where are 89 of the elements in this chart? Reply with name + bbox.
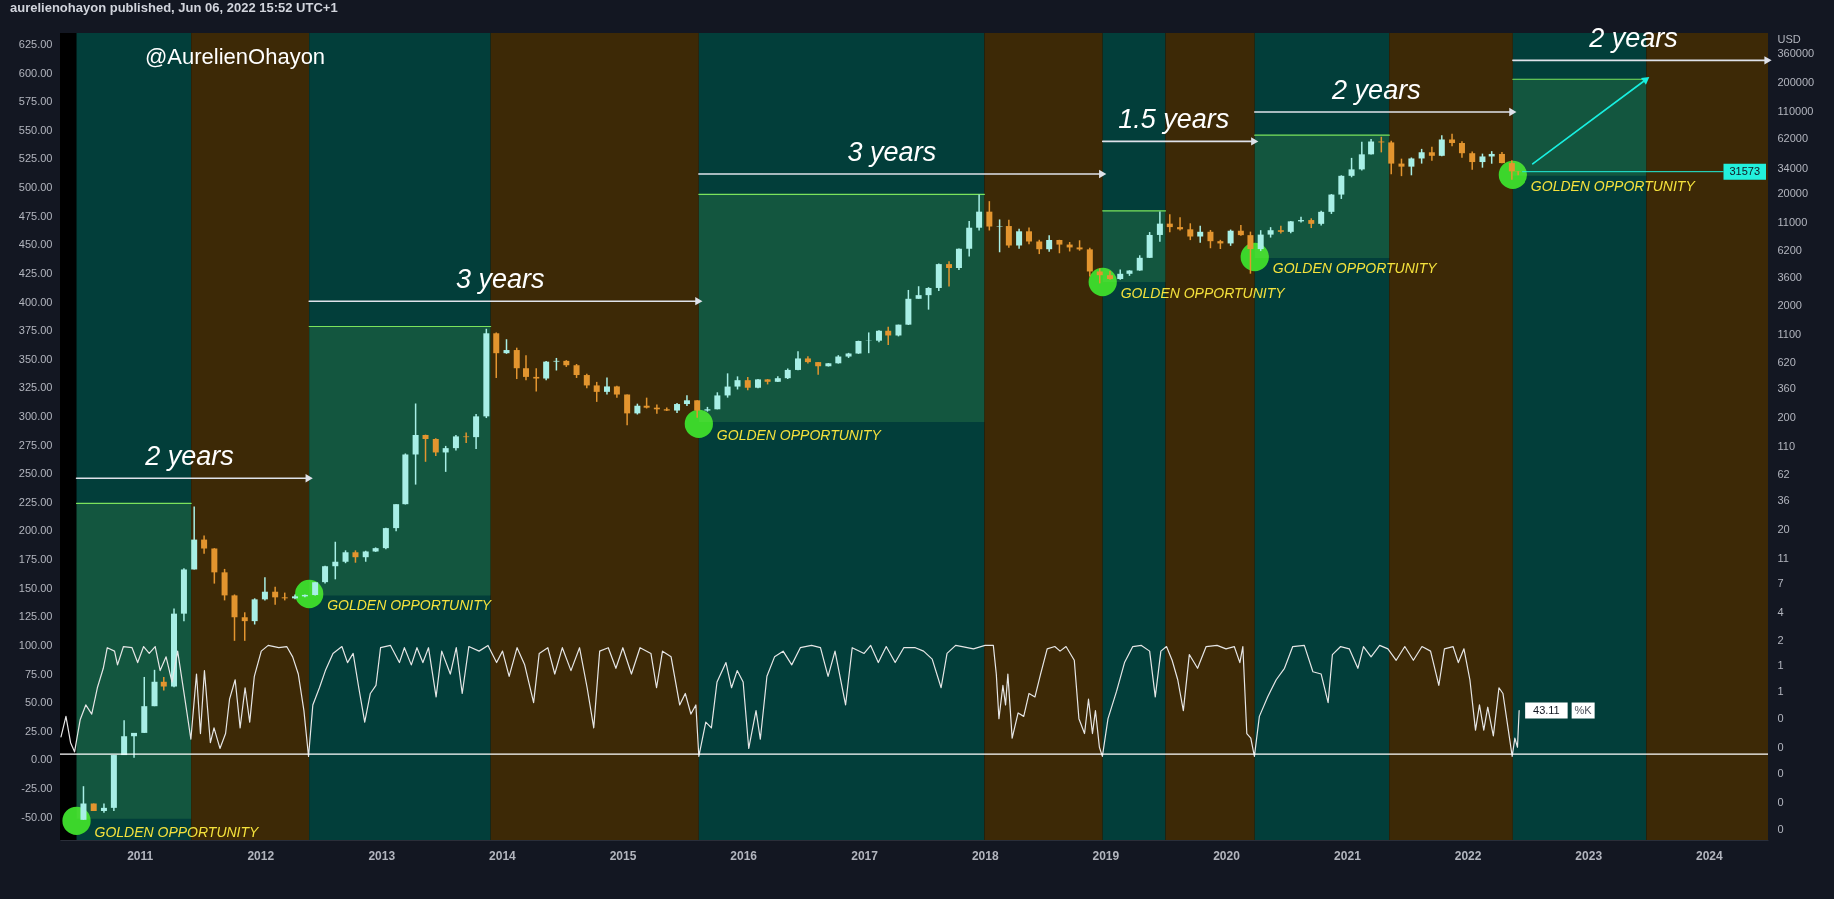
y-tick-label: 36	[1777, 494, 1790, 507]
annotation: 3 years	[847, 137, 937, 167]
annotation: 2 years	[144, 441, 234, 472]
y2-tick-label: 625.00	[18, 37, 53, 50]
y2-tick-label: 500.00	[18, 181, 53, 194]
y-tick-label: 11000	[1777, 216, 1808, 229]
y2-tick-label: 75.00	[24, 667, 53, 680]
x-tick-label: 2017	[851, 848, 879, 863]
y2-tick-label: 450.00	[18, 238, 53, 251]
x-tick-label: 2019	[1092, 848, 1120, 863]
y-tick-label: 7	[1777, 577, 1784, 590]
y-tick-label: 3600	[1777, 270, 1802, 283]
y2-tick-label: 425.00	[18, 266, 53, 279]
y2-tick-label: 550.00	[18, 123, 53, 136]
y2-tick-label: 25.00	[24, 724, 53, 737]
y-tick-label: 110000	[1777, 104, 1814, 117]
y-tick-label: 110	[1777, 439, 1796, 452]
y2-tick-label: 275.00	[18, 438, 53, 451]
text: %K	[1574, 703, 1593, 716]
y2-tick-label: 50.00	[24, 696, 53, 709]
y-tick-label: 62000	[1777, 132, 1809, 145]
annotation: GOLDEN OPPORTUNITY	[1530, 177, 1697, 194]
y-tick-label: 360000	[1777, 47, 1815, 60]
y-tick-label: 2	[1777, 634, 1784, 647]
y-tick-label: 0	[1777, 741, 1784, 754]
x-tick-label: 2013	[368, 848, 396, 863]
x-tick-label: 2016	[730, 848, 758, 863]
y-tick-label: 200	[1777, 410, 1796, 423]
y2-tick-label: 100.00	[18, 638, 53, 651]
y2-tick-label: 575.00	[18, 95, 53, 108]
x-tick-label: 2011	[127, 848, 154, 863]
x-tick-label: 2022	[1454, 848, 1482, 863]
y2-tick-label: 400.00	[18, 295, 53, 308]
y-tick-label: 6200	[1777, 244, 1802, 257]
x-tick-label: 2021	[1334, 848, 1362, 863]
y2-tick-label: 325.00	[18, 381, 53, 394]
y2-tick-label: 125.00	[18, 610, 53, 623]
y2-tick-label: 300.00	[18, 409, 53, 422]
y-tick-label: 20	[1777, 522, 1790, 535]
y-tick-label: 62	[1777, 467, 1790, 480]
y-tick-label: 20000	[1777, 187, 1809, 200]
data-label: 43.11	[1533, 703, 1560, 716]
annotation: GOLDEN OPPORTUNITY	[716, 426, 883, 443]
x-tick-label: 2015	[609, 848, 637, 863]
y2-tick-label: -25.00	[21, 781, 53, 794]
y2-tick-label: 600.00	[18, 66, 53, 79]
annotation: 31573	[1729, 164, 1761, 177]
y-tick-label: 1	[1777, 685, 1784, 698]
y-tick-label: 0	[1777, 795, 1784, 808]
y2-tick-label: 350.00	[18, 352, 53, 365]
y2-tick-label: 175.00	[18, 553, 53, 566]
annotation: 2 years	[1588, 23, 1678, 54]
x-tick-label: 2020	[1213, 848, 1241, 863]
annotation: 3 years	[455, 264, 545, 295]
y-tick-label: 0	[1777, 822, 1784, 835]
x-tick-label: 2012	[247, 848, 275, 863]
chart-title: aurelienohayon published, Jun 06, 2022 15:52 UTC+1	[10, 0, 338, 16]
annotation: GOLDEN OPPORTUNITY	[327, 596, 493, 613]
y2-tick-label: 200.00	[18, 524, 53, 537]
y-tick-label: 4	[1777, 605, 1784, 618]
annotation: @AurelienOhayon	[145, 44, 326, 69]
y-tick-label: 200000	[1777, 75, 1815, 88]
y-tick-label: 0	[1777, 766, 1784, 779]
annotation: 1.5 years	[1118, 104, 1230, 135]
y2-tick-label: 250.00	[18, 467, 53, 480]
y-tick-label: 0	[1777, 712, 1784, 725]
x-tick-label: 2018	[971, 848, 999, 863]
y-tick-label: 1	[1777, 659, 1784, 672]
annotation: GOLDEN OPPORTUNITY	[94, 823, 261, 840]
y-tick-label: 2000	[1777, 299, 1802, 312]
x-tick-label: 2014	[489, 848, 517, 863]
y2-tick-label: 150.00	[18, 581, 53, 594]
annotation: 2 years	[1331, 75, 1421, 105]
y2-tick-label: 225.00	[18, 495, 53, 508]
y-tick-label: 34000	[1777, 161, 1809, 174]
y2-tick-label: 0.00	[31, 753, 53, 766]
y2-tick-label: -50.00	[21, 810, 53, 823]
y-tick-label: 620	[1777, 355, 1796, 368]
y2-tick-label: 525.00	[18, 152, 53, 165]
annotation: GOLDEN OPPORTUNITY	[1272, 260, 1439, 277]
y2-tick-label: 475.00	[18, 209, 53, 222]
y-tick-label: 11	[1777, 551, 1789, 564]
annotation: GOLDEN OPPORTUNITY	[1120, 285, 1287, 302]
x-tick-label: 2024	[1695, 848, 1724, 863]
y-tick-label: 1100	[1777, 328, 1802, 341]
y2-tick-label: 375.00	[18, 324, 53, 337]
x-tick-label: 2023	[1575, 848, 1603, 863]
y-tick-label: 360	[1777, 382, 1796, 395]
y-axis-title: USD	[1777, 32, 1801, 45]
